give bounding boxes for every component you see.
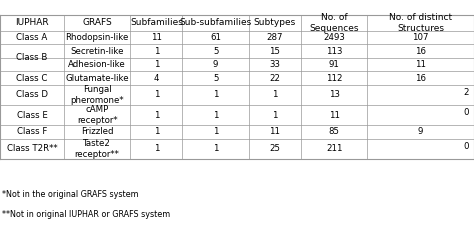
Text: Class D: Class D [16,90,48,99]
Text: 11: 11 [328,111,340,120]
Text: Glutamate-like: Glutamate-like [65,74,129,83]
Text: 13: 13 [328,90,340,99]
Text: 91: 91 [329,60,339,69]
Text: No. of
Sequences: No. of Sequences [310,13,359,33]
Text: 1: 1 [154,127,159,136]
Text: 1: 1 [213,127,219,136]
Text: 1: 1 [272,111,278,120]
Text: *Not in the original GRAFS system: *Not in the original GRAFS system [2,190,139,199]
Text: 25: 25 [269,144,281,153]
Text: 211: 211 [326,144,342,153]
Text: Class E: Class E [17,111,47,120]
Text: GRAFS: GRAFS [82,18,112,27]
Text: Adhesion-like: Adhesion-like [68,60,126,69]
Text: 11: 11 [151,33,162,42]
Text: 1: 1 [213,111,219,120]
Text: 113: 113 [326,47,342,56]
Text: 4: 4 [154,74,159,83]
Text: 1: 1 [154,90,159,99]
Text: No. of distinct
Structures: No. of distinct Structures [389,13,452,33]
Text: **Not in original IUPHAR or GRAFS system: **Not in original IUPHAR or GRAFS system [2,210,171,219]
Text: Rhodopsin-like: Rhodopsin-like [65,33,129,42]
Text: Class C: Class C [16,74,48,83]
Text: 61: 61 [210,33,221,42]
Text: 112: 112 [326,74,342,83]
Text: 1: 1 [213,90,219,99]
Text: 0: 0 [464,109,469,117]
Text: 107: 107 [412,33,429,42]
Text: 11: 11 [415,60,426,69]
Text: 11: 11 [269,127,281,136]
Text: 1: 1 [154,47,159,56]
Text: 0: 0 [464,142,469,151]
Text: 9: 9 [418,127,423,136]
Text: IUPHAR: IUPHAR [15,18,49,27]
Text: 22: 22 [269,74,281,83]
Text: 1: 1 [154,144,159,153]
Text: 16: 16 [415,47,426,56]
Text: cAMP
receptor*: cAMP receptor* [77,105,118,125]
Text: 33: 33 [269,60,281,69]
Text: 1: 1 [213,144,219,153]
Text: Class F: Class F [17,127,47,136]
Text: Frizzled: Frizzled [81,127,113,136]
Text: 9: 9 [213,60,219,69]
Text: 287: 287 [267,33,283,42]
Text: 15: 15 [269,47,281,56]
Text: Secretin-like: Secretin-like [71,47,124,56]
Text: 5: 5 [213,47,219,56]
Text: Subfamilies: Subfamilies [130,18,183,27]
Text: Class T2R**: Class T2R** [7,144,57,153]
Text: 2493: 2493 [323,33,345,42]
Text: 1: 1 [272,90,278,99]
Text: Class B: Class B [16,53,48,62]
Text: 2: 2 [464,88,469,97]
Text: Sub-subfamilies: Sub-subfamilies [180,18,252,27]
Text: Class A: Class A [17,33,47,42]
Text: Fungal
pheromone*: Fungal pheromone* [70,85,124,105]
Text: 85: 85 [328,127,340,136]
Text: Taste2
receptor**: Taste2 receptor** [75,139,119,159]
Text: Subtypes: Subtypes [254,18,296,27]
Text: 16: 16 [415,74,426,83]
Text: 1: 1 [154,60,159,69]
Text: 1: 1 [154,111,159,120]
Text: 5: 5 [213,74,219,83]
